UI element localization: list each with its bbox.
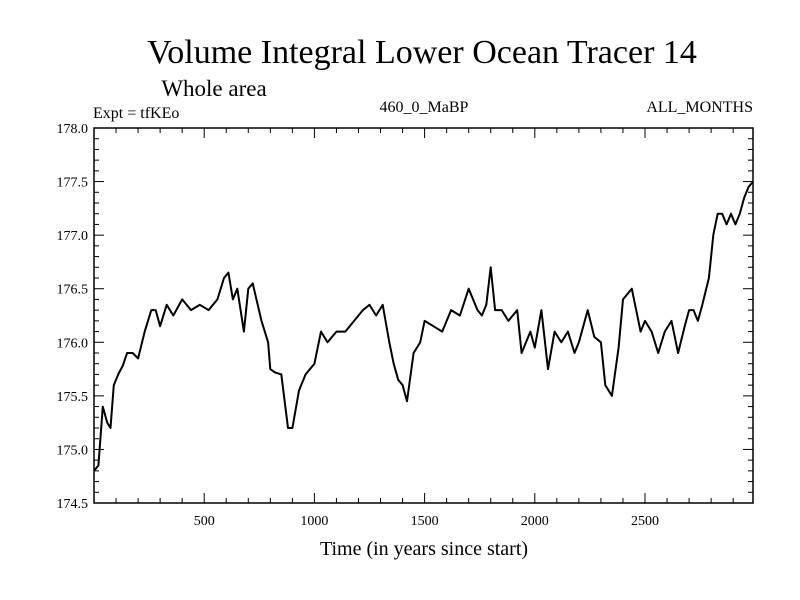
plot-frame — [93, 127, 754, 504]
chart-subtitle: Whole area — [161, 76, 266, 101]
header-experiment: Expt = tfKEo — [93, 105, 179, 122]
header-period: 460_0_MaBP — [380, 99, 469, 116]
y-tick-label: 178.0 — [57, 122, 89, 137]
series-line — [93, 180, 754, 472]
y-tick-label: 174.5 — [57, 497, 89, 512]
x-axis-label: Time (in years since start) — [320, 538, 528, 560]
y-tick-label: 177.0 — [57, 229, 89, 244]
x-tick-label: 1000 — [300, 514, 328, 529]
x-tick-label: 1500 — [411, 514, 439, 529]
chart-title: Volume Integral Lower Ocean Tracer 14 — [147, 34, 697, 71]
x-tick-label: 500 — [194, 514, 215, 529]
y-tick-label: 177.5 — [57, 176, 89, 191]
y-tick-label: 175.0 — [57, 443, 89, 458]
x-tick-label: 2000 — [521, 514, 549, 529]
y-tick-label: 175.5 — [57, 390, 89, 405]
x-tick-label: 2500 — [631, 514, 659, 529]
x-axis: 500 1000 1500 2000 2500 — [115, 128, 734, 529]
header-months: ALL_MONTHS — [646, 99, 753, 116]
y-tick-label: 176.0 — [57, 336, 89, 351]
y-tick-label: 176.5 — [57, 283, 89, 298]
y-axis: 174.5 175.0 175.5 176.0 176.5 177.0 177.5 178.0 — [57, 122, 753, 512]
